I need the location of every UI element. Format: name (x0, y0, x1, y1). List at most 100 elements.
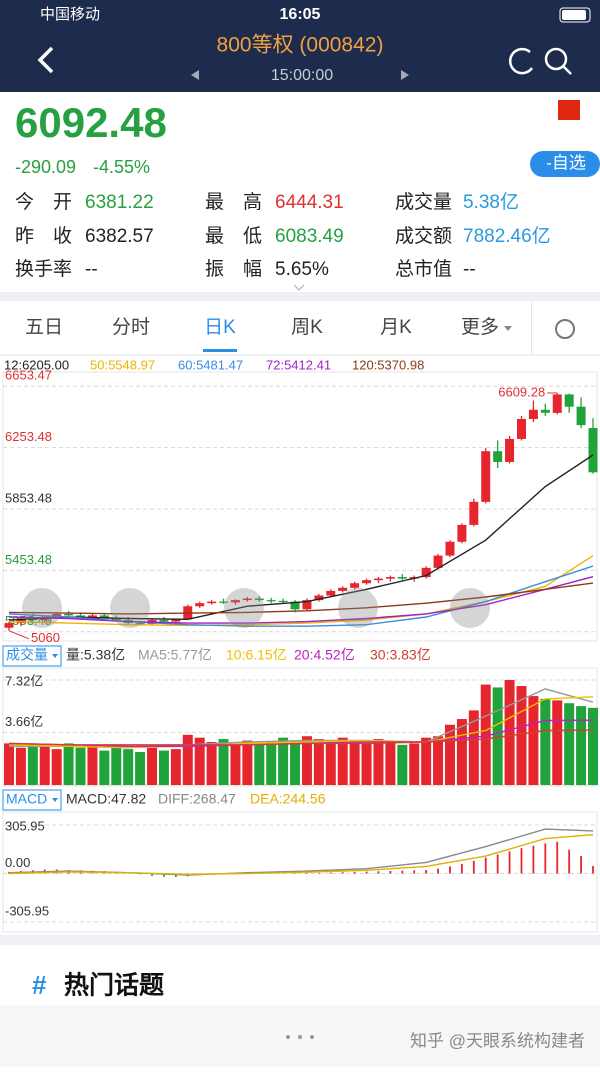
tab[interactable]: 月K (380, 317, 412, 338)
candle-body (159, 620, 168, 622)
tab[interactable]: 周K (291, 317, 323, 338)
candle-body (457, 525, 466, 542)
watch-button-label[interactable]: -自选 (546, 153, 586, 172)
tab[interactable]: 更多 (461, 316, 499, 338)
bar (123, 749, 133, 785)
bar (521, 848, 523, 873)
legend-entry: 60:5481.47 (178, 357, 243, 372)
bar (449, 866, 451, 873)
y-tick-label: 0.00 (5, 855, 30, 870)
bar (135, 752, 145, 785)
bar (64, 743, 74, 785)
candle-body (374, 579, 383, 581)
candle-body (541, 410, 550, 413)
bar (159, 751, 169, 785)
tab[interactable]: 日K (204, 317, 236, 338)
candle-body (207, 602, 216, 604)
candle-body (64, 614, 73, 616)
tab-underline (203, 349, 237, 352)
change: -290.09 (15, 157, 76, 177)
stat-value: 5.38亿 (463, 191, 519, 213)
bar (342, 872, 344, 873)
flag (558, 100, 580, 120)
bar (87, 745, 97, 785)
y-tick-label: 5453.48 (5, 552, 52, 567)
legend-entry: MACD:47.82 (66, 791, 146, 807)
stat-label: 最 高 (205, 191, 262, 213)
candle-body (398, 577, 407, 579)
tab[interactable]: 五日 (25, 317, 63, 338)
tab[interactable]: 分时 (112, 316, 150, 338)
pan-left[interactable] (22, 588, 62, 628)
bar (568, 850, 570, 874)
bar (242, 741, 252, 785)
watermark: 知乎 @天眼系统构建者 (410, 1031, 585, 1050)
bar (318, 873, 320, 874)
nav-subtitle: 15:00:00 (271, 67, 333, 84)
candle-body (88, 615, 97, 617)
candle-body (505, 439, 514, 462)
max-label: 6609.28 (498, 384, 545, 399)
candle-body (445, 542, 454, 556)
candle-body (517, 419, 526, 439)
stat-label: 成交量 (395, 191, 452, 213)
stat-label: 成交额 (395, 225, 452, 247)
separator (0, 935, 600, 945)
pan-back[interactable] (110, 588, 150, 628)
candle-body (577, 407, 586, 425)
bar (171, 749, 181, 785)
candle-body (386, 577, 395, 579)
candle-body (279, 601, 288, 602)
stat-value: 5.65% (275, 259, 329, 280)
bar (40, 746, 50, 785)
stat-label: 最 低 (205, 225, 262, 247)
bar (373, 739, 383, 785)
bar (111, 746, 121, 785)
bar (254, 745, 264, 785)
bar (437, 869, 439, 874)
bar (397, 745, 407, 785)
stat-value: 6381.22 (85, 192, 154, 213)
percent: -4.55% (93, 157, 150, 177)
bar (497, 854, 499, 873)
bar (592, 866, 594, 874)
bar (588, 708, 598, 785)
bar (16, 748, 26, 785)
pan-forward[interactable] (224, 588, 264, 628)
y-tick-label: -305.95 (5, 903, 49, 918)
bar (230, 743, 240, 785)
indicator-name[interactable]: 成交量 (6, 647, 48, 663)
stat-value: 6083.49 (275, 226, 344, 247)
legend-entry: DEA:244.56 (250, 791, 326, 807)
y-tick-label: 5853.48 (5, 490, 52, 505)
legend-entry: 30:3.83亿 (370, 647, 431, 663)
bar (207, 742, 217, 785)
legend-entry: DIFF:268.47 (158, 791, 236, 807)
candle-body (326, 591, 335, 596)
bar (540, 699, 550, 785)
bar (350, 741, 360, 785)
bar (505, 680, 515, 785)
stat-value: -- (463, 259, 476, 280)
zoom-in[interactable] (450, 588, 490, 628)
bar (457, 719, 467, 785)
bar (564, 703, 574, 785)
zoom-out[interactable] (338, 588, 378, 628)
stat-label: 今 开 (15, 191, 72, 213)
legend-entry: 20:4.52亿 (294, 647, 355, 663)
bar (461, 864, 463, 874)
bar (354, 872, 356, 874)
bar (330, 873, 332, 874)
legend-entry: 72:5412.41 (266, 357, 331, 372)
indicator-name[interactable]: MACD (6, 791, 47, 807)
stat-label: 振 幅 (205, 258, 262, 280)
candle-body (565, 394, 574, 406)
candle-body (5, 623, 14, 628)
dot (286, 1035, 290, 1039)
y-tick-label: 305.95 (5, 818, 45, 833)
stat-label: 昨 收 (15, 225, 72, 247)
candle-body (469, 502, 478, 525)
